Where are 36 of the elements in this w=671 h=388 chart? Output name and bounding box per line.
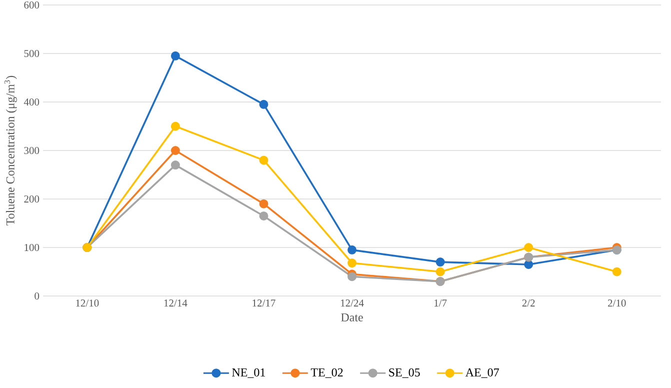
y-tick-label: 200 bbox=[24, 195, 40, 203]
legend-label: NE_01 bbox=[232, 368, 265, 378]
point bbox=[436, 258, 445, 267]
x-axis-title: Date bbox=[341, 313, 363, 322]
point bbox=[436, 267, 445, 276]
x-tick-label: 12/17 bbox=[252, 300, 276, 307]
point bbox=[348, 272, 357, 282]
point bbox=[170, 160, 180, 170]
y-tick-label: 0 bbox=[34, 292, 40, 300]
y-tick-label: 500 bbox=[24, 50, 40, 58]
point bbox=[170, 51, 180, 60]
point bbox=[259, 211, 268, 220]
point bbox=[170, 146, 180, 155]
point bbox=[259, 199, 268, 208]
x-tick-label: 12/10 bbox=[76, 300, 99, 307]
point bbox=[259, 100, 268, 109]
x-tick-label: 2/2 bbox=[522, 300, 535, 307]
y-tick-label: 100 bbox=[24, 244, 40, 252]
point bbox=[524, 260, 534, 269]
point bbox=[170, 122, 180, 131]
y-axis-title: Toluene Concentration (μg/m$^{3}$) bbox=[4, 76, 17, 226]
point bbox=[524, 243, 534, 252]
point bbox=[612, 267, 622, 276]
legend-label: TE_02 bbox=[310, 368, 343, 378]
y-tick-label: 600 bbox=[24, 1, 40, 9]
x-tick-label: 12/14 bbox=[164, 300, 188, 307]
y-tick-label: 300 bbox=[24, 146, 40, 154]
point bbox=[348, 258, 357, 268]
x-tick-label: 12/24 bbox=[340, 300, 364, 307]
legend-label: SE_05 bbox=[389, 368, 420, 378]
x-tick-label: 1/7 bbox=[434, 300, 447, 307]
point bbox=[348, 245, 357, 254]
legend-label: AE_07 bbox=[465, 368, 499, 378]
point bbox=[259, 156, 268, 165]
x-tick-label: 2/10 bbox=[608, 300, 626, 307]
y-tick-label: 400 bbox=[24, 98, 40, 106]
